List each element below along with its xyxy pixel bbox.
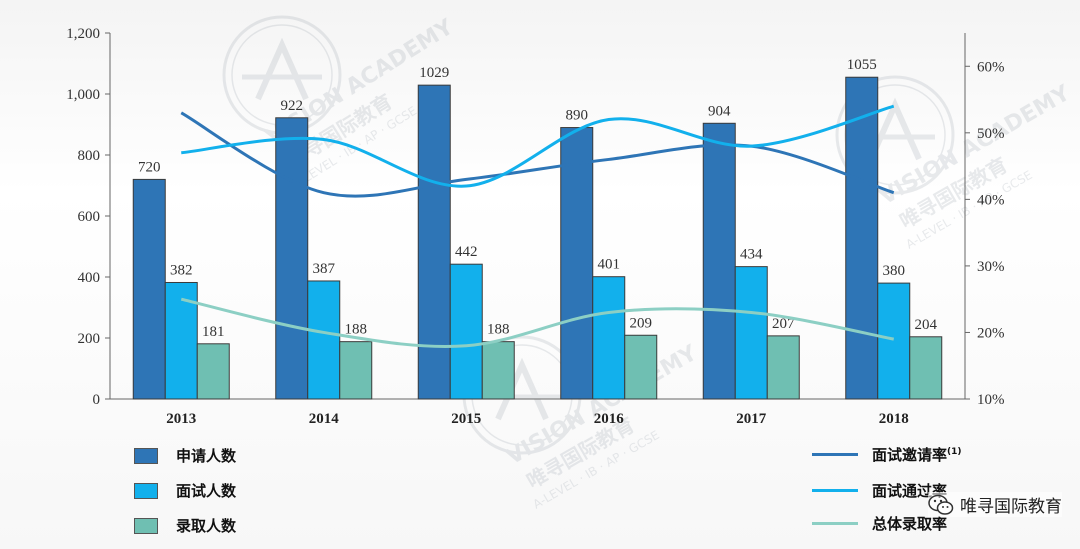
y-left-tick-label: 200: [78, 331, 101, 347]
bar-interviewed: [734, 266, 768, 400]
x-tick-label: 2014: [309, 411, 340, 427]
y-left-tick-label: 800: [78, 148, 101, 164]
bar-interviewed: [307, 280, 341, 400]
legend-item-applicants: 申请人数: [134, 445, 236, 466]
bar-value-label: 209: [630, 315, 653, 331]
y-left-tick-label: 1,000: [66, 87, 100, 103]
bar-value-label: 922: [281, 98, 304, 114]
bar-value-label: 207: [772, 316, 795, 332]
line-pass-rate: [181, 104, 895, 188]
bar-admitted: [909, 336, 943, 400]
x-tick-label: 2016: [594, 411, 625, 427]
bar-value-label: 188: [345, 322, 368, 338]
bar-value-label: 380: [883, 263, 906, 279]
bar-value-label: 890: [566, 108, 589, 124]
legend-line-invite-rate: [812, 453, 858, 456]
legend-swatch-admitted: [134, 517, 158, 534]
bar-value-label: 442: [455, 244, 478, 260]
bar-admitted: [339, 341, 373, 400]
bar-interviewed: [592, 276, 626, 400]
legend-swatch-applicants: [134, 447, 158, 464]
bar-admitted: [624, 334, 658, 400]
legend-item-pass-rate: 面试通过率: [812, 480, 947, 501]
legend-label-admitted: 录取人数: [176, 517, 237, 535]
bar-applicants: [132, 178, 166, 400]
y-right-tick-label: 20%: [977, 325, 1005, 341]
legend-label-overall-rate: 总体录取率: [872, 515, 948, 533]
watermark-a-glyph: [495, 357, 549, 421]
y-left-tick-label: 0: [93, 392, 101, 408]
bar-value-label: 204: [915, 317, 938, 333]
legend-item-interviewed: 面试人数: [134, 480, 236, 501]
bar-admitted: [196, 343, 230, 400]
line-invite-rate: [180, 111, 895, 198]
bar-value-label: 904: [708, 103, 731, 119]
y-right-tick-label: 50%: [977, 126, 1005, 142]
bar-admitted: [481, 341, 515, 400]
y-left-tick-label: 1,200: [66, 26, 100, 42]
bar-interviewed: [877, 282, 911, 400]
legend-line-pass-rate: [812, 489, 858, 492]
y-left-tick-label: 400: [78, 270, 101, 286]
watermark-a-glyph: [868, 97, 922, 161]
line-overall-rate: [180, 297, 895, 348]
bar-value-label: 720: [138, 159, 161, 175]
bar-applicants: [560, 127, 594, 400]
legend-item-invite-rate: 面试邀请率(1): [812, 444, 962, 465]
plot-area: 0 200 400 600 800 1,000 1,200 10% 20% 30% 40% 50% 60…: [66, 26, 1004, 427]
legend-label-invite-rate-text: 面试邀请率: [872, 446, 948, 464]
watermark-a-glyph: [255, 37, 309, 101]
watermark-ring: [835, 75, 955, 195]
legend-line-overall-rate: [812, 522, 858, 525]
legend-label-applicants: 申请人数: [176, 447, 237, 465]
x-tick-label: 2015: [451, 411, 481, 427]
bar-applicants: [845, 76, 879, 400]
bar-value-label: 401: [598, 257, 621, 273]
legend-item-admitted: 录取人数: [134, 515, 236, 536]
legend-swatch-interviewed: [134, 482, 158, 499]
bar-applicants: [417, 84, 451, 400]
watermark-ring-inner: [844, 84, 946, 186]
bar-admitted: [766, 335, 800, 400]
x-tick-label: 2017: [736, 411, 767, 427]
bar-value-label: 434: [740, 247, 763, 263]
wechat-label: 唯寻国际教育: [960, 497, 1062, 517]
x-tick-label: 2013: [166, 411, 196, 427]
bar-value-label: 382: [170, 262, 193, 278]
x-tick-label: 2018: [879, 411, 909, 427]
bar-value-label: 1055: [847, 57, 877, 73]
legend-label-interviewed: 面试人数: [176, 482, 237, 500]
y-right-tick-label: 30%: [977, 259, 1005, 275]
bar-value-label: 1029: [419, 65, 449, 81]
wechat-badge: 唯寻国际教育: [928, 492, 1062, 517]
y-right-tick-label: 60%: [977, 59, 1005, 75]
bar-applicants: [702, 122, 736, 400]
wechat-icon: [928, 494, 954, 515]
legend-label-invite-rate: 面试邀请率(1): [872, 444, 962, 465]
legend-item-overall-rate: 总体录取率: [812, 513, 947, 534]
y-right-tick-label: 10%: [977, 392, 1005, 408]
bar-interviewed: [449, 263, 483, 400]
y-left-tick-label: 600: [78, 209, 101, 225]
y-right-tick-label: 40%: [977, 192, 1005, 208]
legend-footnote-marker: (1): [947, 447, 962, 457]
bar-value-label: 181: [202, 324, 225, 340]
bar-value-label: 387: [313, 261, 336, 277]
bar-applicants: [275, 117, 309, 400]
bar-value-label: 188: [487, 322, 510, 338]
bar-interviewed: [164, 281, 198, 400]
